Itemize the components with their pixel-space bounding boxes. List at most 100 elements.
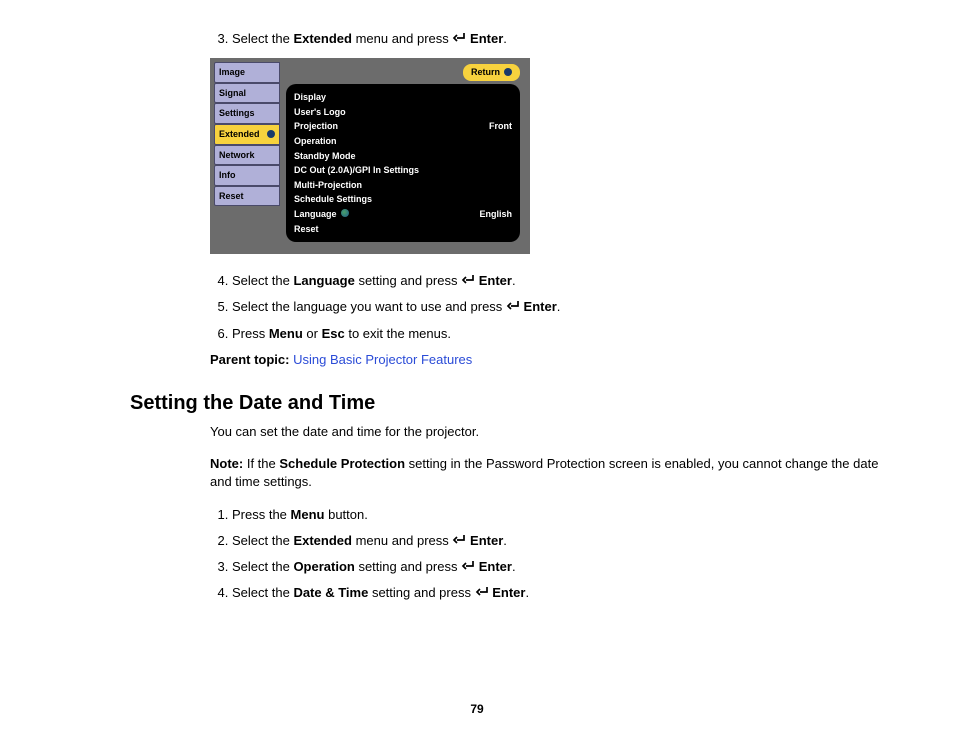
bold-menu: Menu <box>269 326 303 341</box>
text: or <box>303 326 322 341</box>
step-list-top: Select the Extended menu and press Enter… <box>210 30 884 48</box>
text: Select the <box>232 533 293 548</box>
osd-row: DC Out (2.0A)/GPI In Settings <box>294 163 512 178</box>
bold-menu: Menu <box>291 507 325 522</box>
bold-enter: Enter <box>492 585 525 600</box>
step-list-bottom: Press the Menu button. Select the Extend… <box>210 506 884 603</box>
osd-tab-reset: Reset <box>214 186 280 207</box>
enter-icon <box>452 534 466 546</box>
text: button. <box>324 507 367 522</box>
osd-tab-network: Network <box>214 145 280 166</box>
osd-row-label: DC Out (2.0A)/GPI In Settings <box>294 164 419 177</box>
text: Press <box>232 326 269 341</box>
bold-language: Language <box>293 273 354 288</box>
osd-row-label: Schedule Settings <box>294 193 372 206</box>
bold-enter: Enter <box>524 299 557 314</box>
dt-step-4: Select the Date & Time setting and press… <box>232 584 884 602</box>
globe-icon <box>341 209 349 217</box>
osd-row-label: Display <box>294 91 326 104</box>
text: Select the <box>232 273 293 288</box>
osd-row: Operation <box>294 134 512 149</box>
osd-row: Multi-Projection <box>294 178 512 193</box>
osd-row-label: Projection <box>294 120 338 133</box>
osd-panel: Display User's LogoProjection Front Operati… <box>286 84 520 242</box>
step-3: Select the Extended menu and press Enter… <box>232 30 884 48</box>
text: setting and press <box>368 585 474 600</box>
text: . <box>503 533 507 548</box>
osd-tab-signal: Signal <box>214 83 280 104</box>
return-label: Return <box>471 66 500 79</box>
text: . <box>503 31 507 46</box>
bold-esc: Esc <box>322 326 345 341</box>
dt-step-2: Select the Extended menu and press Enter… <box>232 532 884 550</box>
parent-topic-label: Parent topic: <box>210 352 289 367</box>
osd-tab-label: Info <box>219 169 236 182</box>
return-icon <box>504 68 512 76</box>
step-6: Press Menu or Esc to exit the menus. <box>232 325 884 343</box>
selected-icon <box>267 130 275 138</box>
osd-row: Reset <box>294 222 512 237</box>
dt-step-3: Select the Operation setting and press E… <box>232 558 884 576</box>
osd-row-label: Multi-Projection <box>294 179 362 192</box>
osd-main: Return Display User's LogoProjection Front… <box>280 62 526 250</box>
osd-screenshot: ImageSignalSettingsExtendedNetworkInfoRe… <box>210 58 530 254</box>
section-language-steps: Select the Extended menu and press Enter… <box>210 30 884 369</box>
text: . <box>512 559 516 574</box>
bold-date-time: Date & Time <box>293 585 368 600</box>
bold-enter: Enter <box>470 31 503 46</box>
note-paragraph: Note: If the Schedule Protection setting… <box>210 455 884 491</box>
text: Select the language you want to use and … <box>232 299 506 314</box>
osd-tab-settings: Settings <box>214 103 280 124</box>
step-4: Select the Language setting and press En… <box>232 272 884 290</box>
text: setting and press <box>355 559 461 574</box>
osd-row-label: Reset <box>294 223 319 236</box>
page-number: 79 <box>0 702 954 716</box>
step-5: Select the language you want to use and … <box>232 298 884 316</box>
osd-row: Language English <box>294 207 512 222</box>
osd-row-value: English <box>479 208 512 221</box>
osd-row: Standby Mode <box>294 149 512 164</box>
text: Select the <box>232 559 293 574</box>
osd-tab-label: Settings <box>219 107 255 120</box>
osd-tab-info: Info <box>214 165 280 186</box>
bold-enter: Enter <box>479 273 512 288</box>
bold-schedule-protection: Schedule Protection <box>279 456 405 471</box>
osd-tab-label: Image <box>219 66 245 79</box>
bold-operation: Operation <box>293 559 354 574</box>
text: Press the <box>232 507 291 522</box>
text: menu and press <box>352 31 452 46</box>
step-list-mid: Select the Language setting and press En… <box>210 272 884 343</box>
bold-extended: Extended <box>293 31 352 46</box>
osd-sidebar: ImageSignalSettingsExtendedNetworkInfoRe… <box>214 62 280 250</box>
osd-row: Projection Front <box>294 119 512 134</box>
bold-enter: Enter <box>470 533 503 548</box>
osd-row-label: Language <box>294 208 353 221</box>
text: . <box>525 585 529 600</box>
bold-enter: Enter <box>479 559 512 574</box>
osd-row: Display <box>294 90 512 105</box>
enter-icon <box>461 560 475 572</box>
parent-topic-link[interactable]: Using Basic Projector Features <box>293 352 472 367</box>
osd-row-label: Operation <box>294 135 337 148</box>
text: to exit the menus. <box>345 326 451 341</box>
osd-tab-label: Signal <box>219 87 246 100</box>
parent-topic-line: Parent topic: Using Basic Projector Feat… <box>210 351 884 369</box>
osd-tab-label: Reset <box>219 190 244 203</box>
text: If the <box>243 456 279 471</box>
page-content: Select the Extended menu and press Enter… <box>0 0 954 602</box>
bold-extended: Extended <box>293 533 352 548</box>
osd-row-label: User's Logo <box>294 106 346 119</box>
intro-text: You can set the date and time for the pr… <box>210 423 884 441</box>
heading-date-time: Setting the Date and Time <box>130 389 884 417</box>
enter-icon <box>475 586 489 598</box>
osd-row-label: Standby Mode <box>294 150 356 163</box>
text: . <box>512 273 516 288</box>
enter-icon <box>452 32 466 44</box>
osd-row: User's Logo <box>294 105 512 120</box>
dt-step-1: Press the Menu button. <box>232 506 884 524</box>
osd-row-value: Front <box>489 120 512 133</box>
osd-tab-image: Image <box>214 62 280 83</box>
enter-icon <box>506 300 520 312</box>
section-date-time: You can set the date and time for the pr… <box>210 423 884 602</box>
return-button: Return <box>463 64 520 81</box>
